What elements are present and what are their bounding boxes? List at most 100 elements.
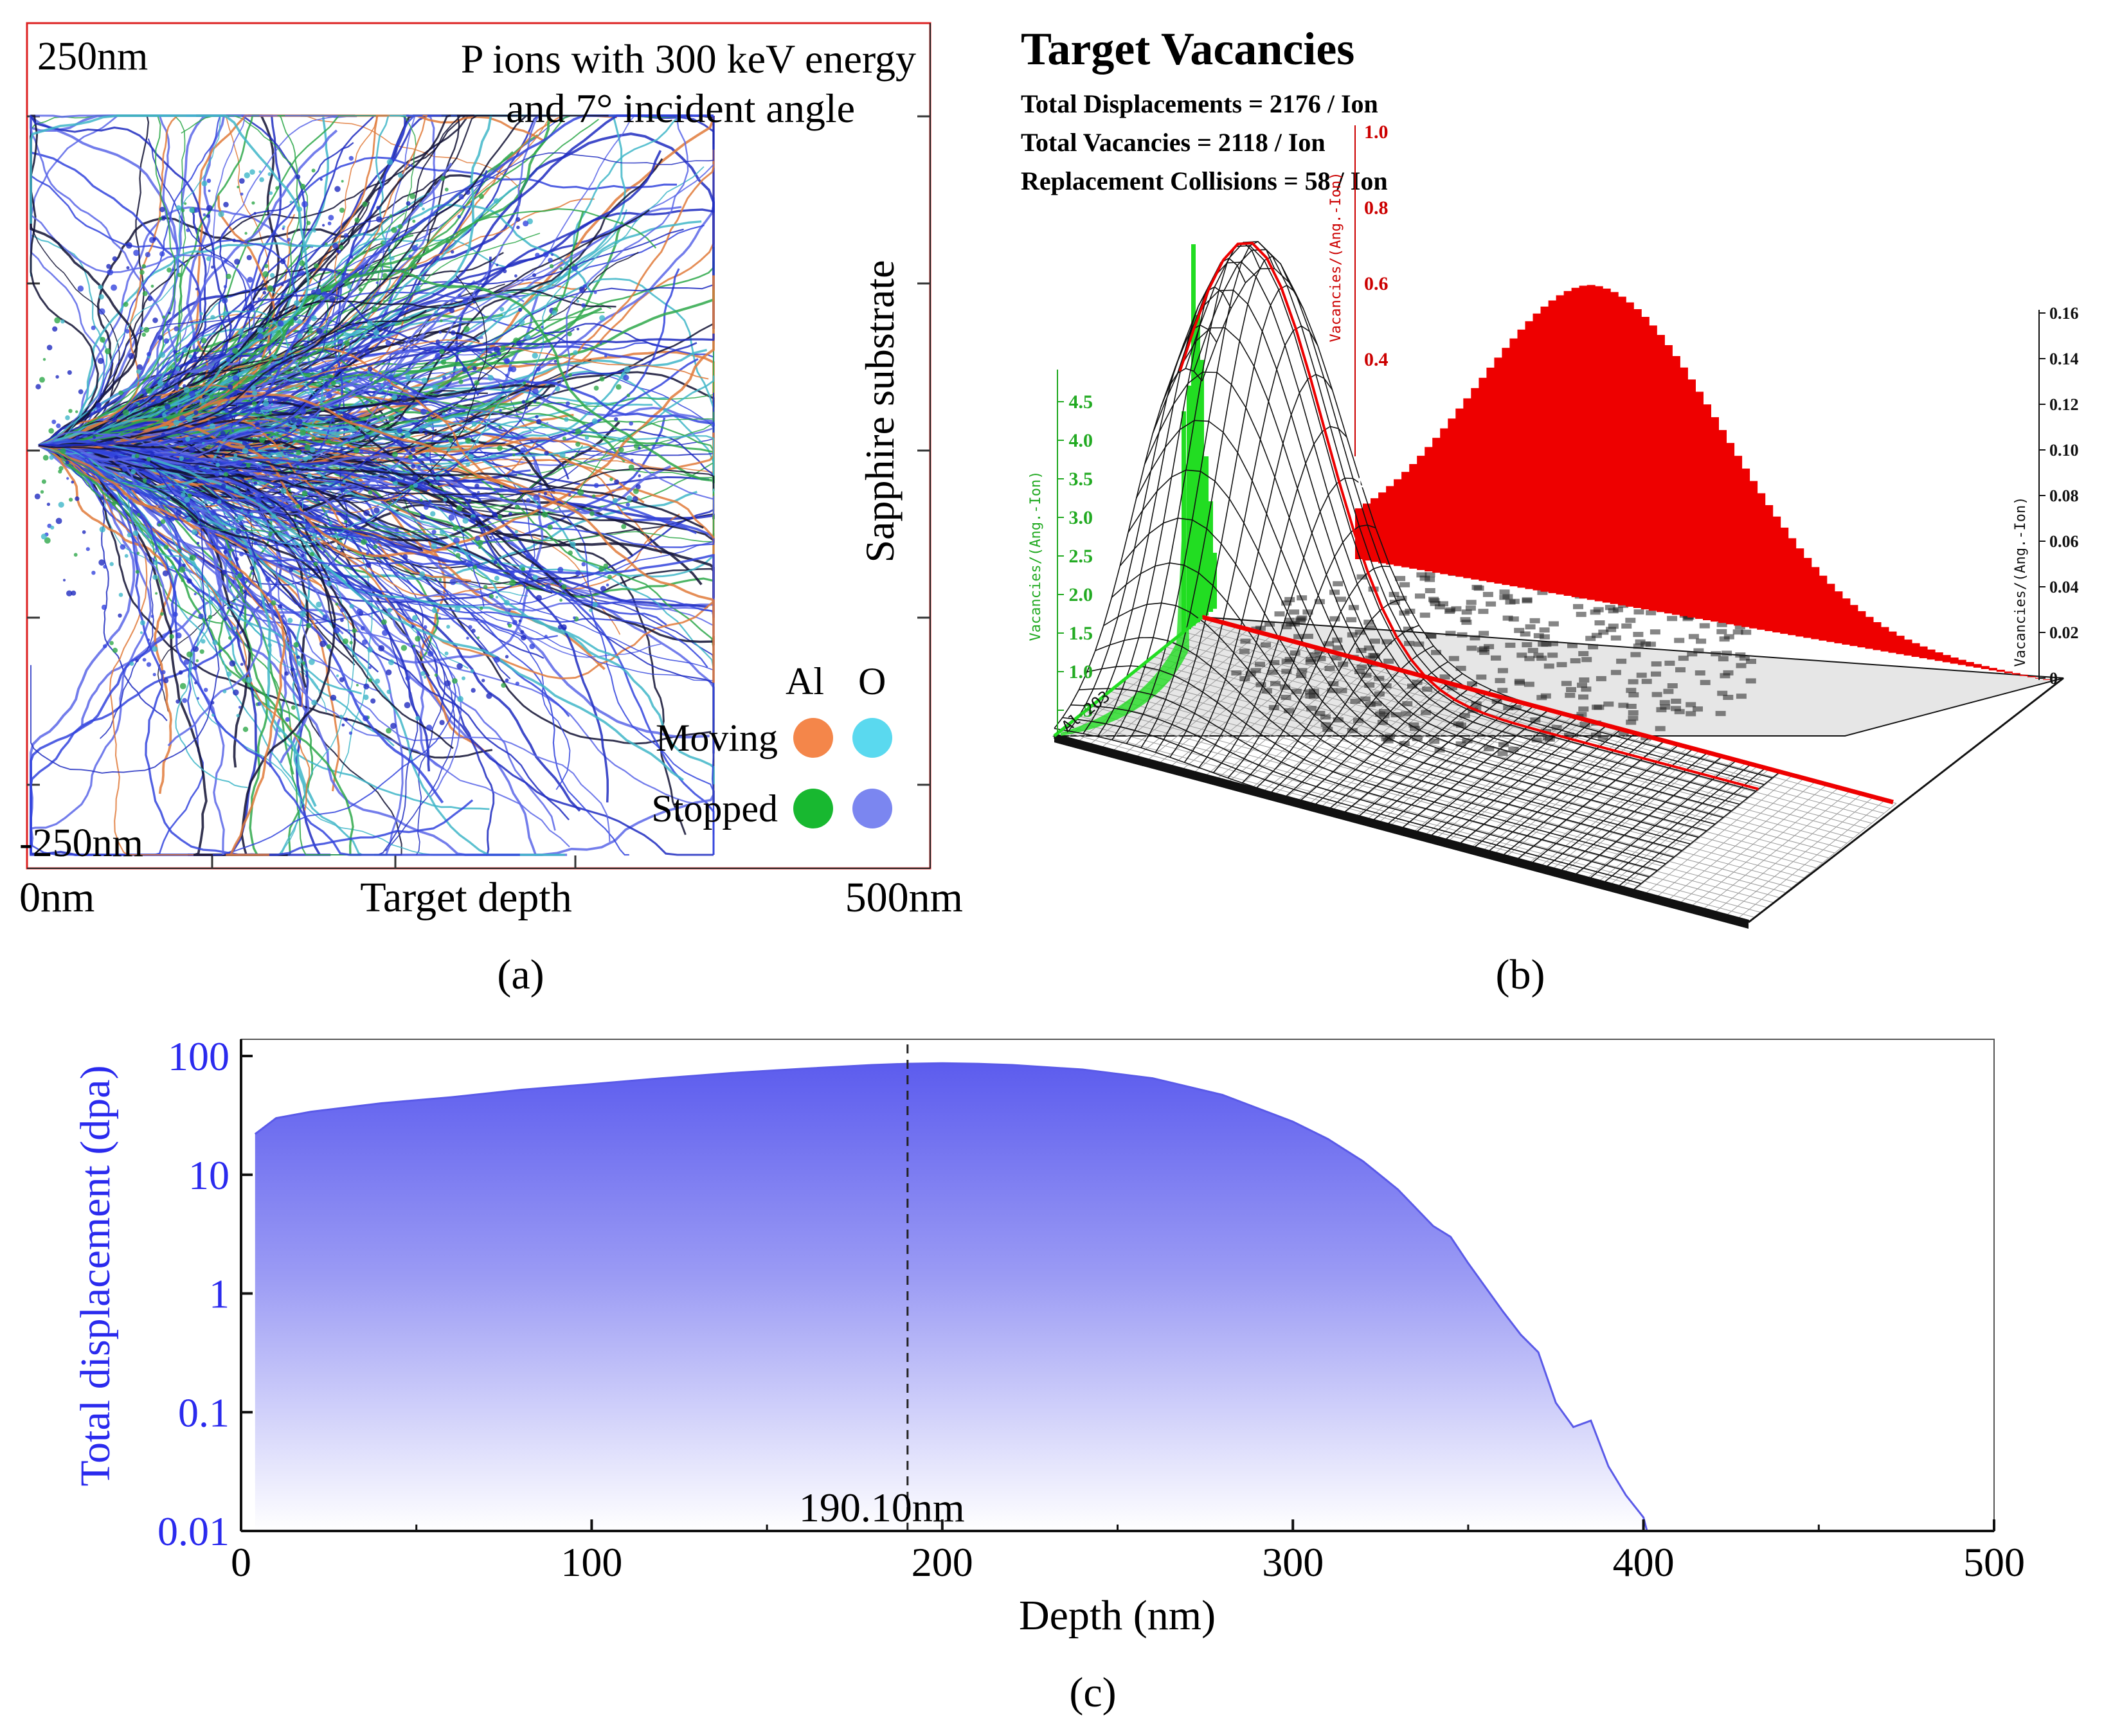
recoil-dot bbox=[332, 419, 335, 422]
left-axis-tick-label: 4.0 bbox=[1069, 430, 1093, 451]
floor-grid-line bbox=[1140, 666, 1835, 854]
recoil-dot bbox=[58, 466, 64, 471]
floor-grid-line bbox=[1097, 701, 1792, 888]
recoil-dot bbox=[262, 400, 269, 407]
floor-footprint-cell bbox=[1455, 665, 1466, 671]
recoil-dot bbox=[448, 409, 452, 413]
recoil-dot bbox=[268, 603, 272, 607]
panel-a-x-left-label: 0nm bbox=[19, 874, 94, 921]
panel-a-title-line1: P ions with 300 keV energy bbox=[461, 36, 916, 82]
recoil-dot bbox=[217, 499, 222, 505]
floor-footprint-cell bbox=[1605, 605, 1615, 611]
recoil-dot bbox=[561, 624, 567, 631]
recoil-dot bbox=[363, 715, 369, 722]
peak-depth-label: 190.10nm bbox=[799, 1485, 965, 1530]
floor-footprint-cell bbox=[1306, 706, 1317, 711]
recoil-dot bbox=[359, 449, 364, 454]
ion-track bbox=[38, 310, 427, 447]
recoil-dot bbox=[474, 483, 480, 488]
recoil-dot bbox=[348, 731, 353, 735]
floor-footprint-cell bbox=[1324, 641, 1335, 647]
recoil-dot bbox=[505, 655, 509, 659]
recoil-dot bbox=[232, 238, 236, 242]
recoil-dot bbox=[609, 478, 613, 481]
recoil-dot bbox=[326, 392, 332, 399]
recoil-dot bbox=[424, 505, 429, 510]
recoil-dot bbox=[386, 689, 391, 694]
ion-track bbox=[38, 444, 395, 856]
red-histogram-bar bbox=[1826, 584, 1835, 642]
recoil-dot bbox=[438, 616, 441, 620]
red-histogram-bar bbox=[1788, 538, 1797, 636]
red-histogram-bar bbox=[2019, 674, 2028, 676]
floor-footprint-cell bbox=[1231, 670, 1242, 676]
recoil-dot bbox=[405, 676, 411, 681]
recoil-dot bbox=[232, 626, 237, 631]
floor-footprint-cell bbox=[1467, 681, 1477, 687]
floor-footprint-cell bbox=[1719, 636, 1730, 642]
x-tick-label: 400 bbox=[1613, 1539, 1675, 1585]
recoil-dot bbox=[141, 264, 147, 269]
floor-footprint-cell bbox=[1320, 714, 1331, 720]
legend-stopped-label: Stopped bbox=[651, 787, 778, 830]
floor-footprint-cell bbox=[1693, 706, 1703, 712]
recoil-dot bbox=[356, 608, 363, 615]
recoil-dot bbox=[328, 521, 333, 525]
recoil-dot bbox=[568, 493, 571, 496]
recoil-dot bbox=[208, 189, 211, 192]
floor-footprint-cell bbox=[1573, 604, 1583, 609]
recoil-dot bbox=[130, 469, 136, 475]
recoil-dot bbox=[589, 511, 595, 516]
recoil-dot bbox=[456, 505, 463, 512]
recoil-dot bbox=[99, 526, 105, 533]
recoil-dot bbox=[515, 681, 519, 686]
recoil-dot bbox=[223, 550, 228, 554]
floor-footprint-cell bbox=[1354, 669, 1365, 674]
recoil-dot bbox=[576, 300, 580, 303]
floor-footprint-cell bbox=[1651, 671, 1661, 677]
recoil-dot bbox=[294, 300, 300, 307]
recoil-dot bbox=[361, 265, 366, 270]
floor-footprint-cell bbox=[1297, 615, 1308, 621]
recoil-dot bbox=[198, 613, 204, 620]
recoil-dot bbox=[267, 172, 272, 176]
recoil-dot bbox=[418, 202, 423, 207]
recoil-dot bbox=[453, 549, 456, 553]
recoil-dot bbox=[344, 520, 348, 524]
recoil-dot bbox=[368, 377, 373, 382]
floor-footprint-cell bbox=[1626, 704, 1637, 709]
recoil-dot bbox=[599, 315, 606, 321]
red-histogram-bar bbox=[1625, 302, 1634, 607]
recoil-dot bbox=[453, 537, 460, 544]
floor-footprint-cell bbox=[1290, 621, 1300, 627]
recoil-dot bbox=[389, 214, 393, 218]
recoil-dot bbox=[387, 607, 392, 613]
recoil-dot bbox=[226, 357, 231, 362]
recoil-dot bbox=[125, 328, 130, 334]
recoil-dot bbox=[230, 548, 234, 552]
recoil-dot bbox=[533, 399, 537, 404]
recoil-dot bbox=[147, 638, 150, 641]
recoil-dot bbox=[296, 206, 303, 212]
green-histogram-bar bbox=[1191, 244, 1196, 626]
floor-footprint-cell bbox=[1551, 725, 1562, 731]
floor-footprint-cell bbox=[1745, 678, 1756, 684]
recoil-dot bbox=[174, 326, 179, 332]
floor-footprint-cell bbox=[1628, 715, 1639, 721]
red-histogram-bar bbox=[1849, 605, 1858, 647]
legend-header-o: O bbox=[858, 660, 886, 702]
x-tick-label: 0 bbox=[231, 1539, 251, 1585]
red-histogram-bar bbox=[2004, 671, 2013, 674]
floor-footprint-cell bbox=[1618, 730, 1629, 736]
left-axis-tick-label: 3.0 bbox=[1069, 507, 1093, 528]
recoil-dot bbox=[320, 406, 325, 411]
recoil-dot bbox=[304, 444, 311, 451]
recoil-dot bbox=[60, 448, 66, 454]
recoil-dot bbox=[143, 327, 150, 333]
recoil-dot bbox=[318, 210, 321, 213]
recoil-dot bbox=[175, 205, 181, 211]
recoil-dot bbox=[471, 629, 476, 633]
recoil-dot bbox=[397, 427, 403, 433]
displacement-line bbox=[254, 1062, 1648, 1532]
ion-track bbox=[38, 444, 474, 856]
